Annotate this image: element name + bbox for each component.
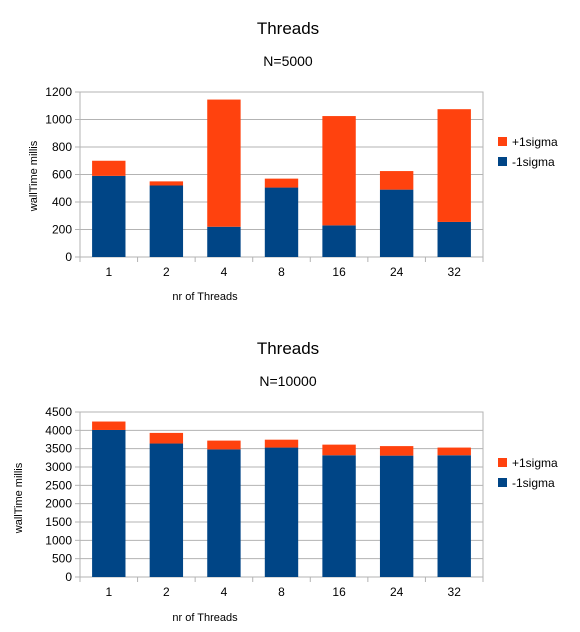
legend-swatch xyxy=(498,157,507,166)
chart-title: Threads xyxy=(257,19,319,38)
bar-plus-1sigma xyxy=(207,99,241,227)
bar-minus-1sigma xyxy=(379,455,414,577)
y-tick-label: 2500 xyxy=(45,478,72,492)
y-tick-label: 500 xyxy=(52,552,72,566)
y-tick-label: 800 xyxy=(52,140,72,154)
bar-minus-1sigma xyxy=(264,447,299,577)
legend-label: -1sigma xyxy=(512,476,555,490)
y-tick-label: 2000 xyxy=(45,497,72,511)
bar-plus-1sigma xyxy=(264,178,299,188)
y-tick-label: 3500 xyxy=(45,442,72,456)
x-tick-label: 1 xyxy=(105,265,112,279)
legend-label: +1sigma xyxy=(512,456,558,470)
bar-minus-1sigma xyxy=(207,226,241,257)
bar-plus-1sigma xyxy=(322,116,356,226)
x-axis-label: nr of Threads xyxy=(172,291,238,303)
bar-plus-1sigma xyxy=(379,171,414,190)
bar-plus-1sigma xyxy=(379,446,414,456)
chart-title: Threads xyxy=(257,339,319,358)
legend-swatch xyxy=(498,458,507,467)
bar-minus-1sigma xyxy=(437,455,471,577)
y-tick-label: 3000 xyxy=(45,460,72,474)
y-tick-label: 4000 xyxy=(45,423,72,437)
y-tick-label: 1000 xyxy=(45,533,72,547)
legend-swatch xyxy=(498,137,507,146)
x-axis-label: nr of Threads xyxy=(172,612,238,624)
bar-plus-1sigma xyxy=(207,440,241,450)
y-tick-label: 1500 xyxy=(45,515,72,529)
y-tick-label: 400 xyxy=(52,195,72,209)
bar-plus-1sigma xyxy=(437,447,471,456)
bar-plus-1sigma xyxy=(149,181,184,186)
bar-plus-1sigma xyxy=(92,160,126,176)
bar-plus-1sigma xyxy=(322,444,356,456)
x-tick-label: 1 xyxy=(105,585,112,599)
legend-swatch xyxy=(498,478,507,487)
bar-minus-1sigma xyxy=(322,225,356,257)
bar-minus-1sigma xyxy=(207,449,241,577)
x-tick-label: 16 xyxy=(332,265,346,279)
y-axis-label: wallTime millis xyxy=(13,462,25,534)
bar-minus-1sigma xyxy=(92,429,126,577)
y-axis-label: wallTime millis xyxy=(28,140,40,212)
bar-minus-1sigma xyxy=(264,187,299,257)
chart-n10000: Threads N=10000 nr of Threads wallTime m… xyxy=(13,339,558,624)
y-tick-label: 0 xyxy=(65,570,72,584)
bar-minus-1sigma xyxy=(379,189,414,257)
y-tick-label: 600 xyxy=(52,168,72,182)
legend-label: +1sigma xyxy=(512,135,558,149)
x-tick-label: 8 xyxy=(278,265,285,279)
bar-minus-1sigma xyxy=(92,175,126,257)
x-tick-label: 16 xyxy=(332,585,346,599)
x-tick-label: 4 xyxy=(221,265,228,279)
chart-subtitle: N=10000 xyxy=(259,373,316,389)
chart-subtitle: N=5000 xyxy=(263,53,313,69)
y-tick-label: 0 xyxy=(65,250,72,264)
y-tick-label: 4500 xyxy=(45,405,72,419)
x-tick-label: 8 xyxy=(278,585,285,599)
x-tick-label: 32 xyxy=(448,585,462,599)
bar-plus-1sigma xyxy=(264,439,299,448)
bar-minus-1sigma xyxy=(149,443,184,577)
x-tick-label: 32 xyxy=(448,265,462,279)
y-tick-label: 1000 xyxy=(45,113,72,127)
bar-plus-1sigma xyxy=(149,432,184,444)
x-tick-label: 24 xyxy=(390,585,404,599)
x-tick-label: 4 xyxy=(221,585,228,599)
bar-plus-1sigma xyxy=(437,109,471,222)
bar-minus-1sigma xyxy=(437,221,471,257)
x-tick-label: 2 xyxy=(163,265,170,279)
chart-n5000: Threads N=5000 nr of Threads wallTime mi… xyxy=(28,19,558,303)
bar-minus-1sigma xyxy=(149,185,184,257)
bar-minus-1sigma xyxy=(322,455,356,577)
x-tick-label: 24 xyxy=(390,265,404,279)
legend-label: -1sigma xyxy=(512,155,555,169)
x-tick-label: 2 xyxy=(163,585,170,599)
y-tick-label: 200 xyxy=(52,223,72,237)
bar-plus-1sigma xyxy=(92,421,126,430)
y-tick-label: 1200 xyxy=(45,85,72,99)
